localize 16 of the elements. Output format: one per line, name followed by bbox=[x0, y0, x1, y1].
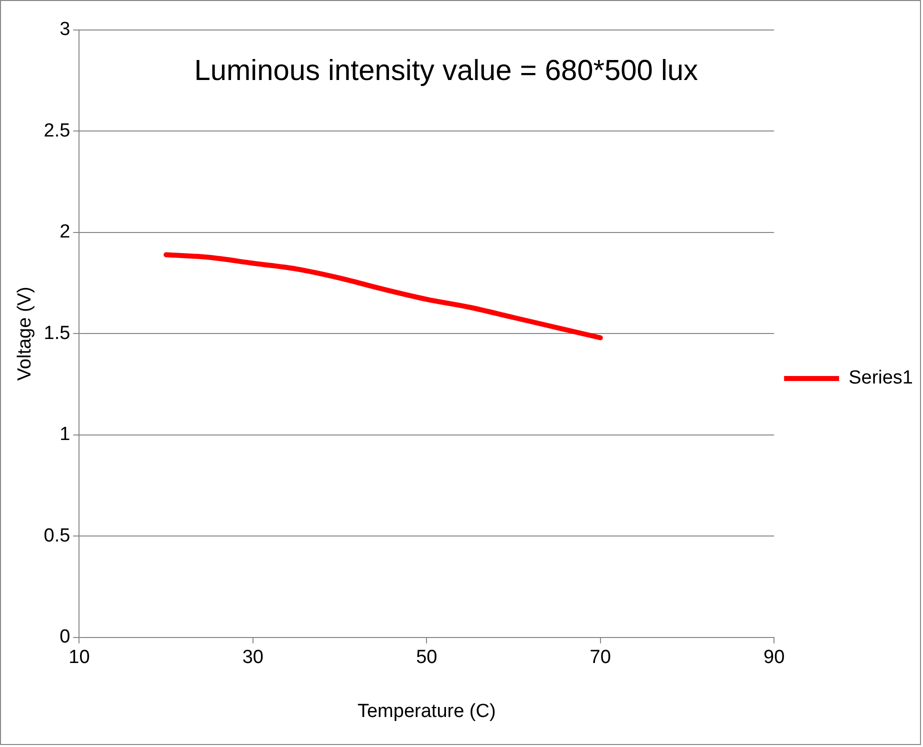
y-tick-label: 0.5 bbox=[44, 525, 70, 546]
annotation: Luminous intensity value = 680*500 lux bbox=[194, 55, 699, 87]
x-tick-label: 10 bbox=[68, 647, 90, 668]
x-axis-title: Temperature (C) bbox=[357, 700, 496, 722]
legend-label: Series1 bbox=[848, 368, 913, 389]
x-tick-label: 50 bbox=[416, 647, 438, 668]
y-tick-label: 1.5 bbox=[44, 322, 70, 344]
y-tick-label: 2.5 bbox=[44, 120, 70, 142]
y-tick-label: 2 bbox=[60, 222, 70, 243]
y-axis-title: Voltage (V) bbox=[14, 286, 36, 381]
x-tick-label: 90 bbox=[764, 647, 785, 668]
y-tick-label: 3 bbox=[60, 19, 70, 40]
x-tick-label: 70 bbox=[590, 647, 611, 668]
x-tick-label: 30 bbox=[242, 647, 264, 668]
y-tick-label: 1 bbox=[60, 424, 70, 446]
y-tick-label: 0 bbox=[60, 626, 70, 648]
